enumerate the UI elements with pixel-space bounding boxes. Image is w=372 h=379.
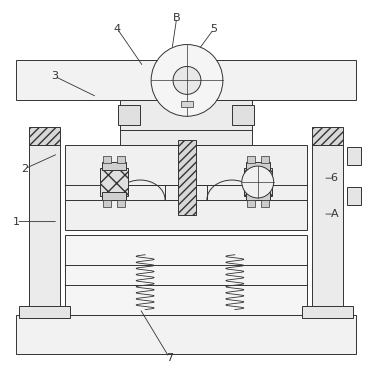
- Bar: [261, 200, 269, 207]
- Bar: [347, 187, 361, 205]
- Text: 2: 2: [21, 164, 28, 174]
- Bar: [16, 61, 356, 100]
- Bar: [120, 100, 252, 145]
- Bar: [100, 168, 128, 196]
- Text: B: B: [173, 13, 180, 23]
- Bar: [65, 235, 307, 315]
- Bar: [347, 147, 361, 165]
- Circle shape: [242, 166, 274, 198]
- Text: 1: 1: [13, 216, 20, 227]
- Bar: [311, 145, 343, 310]
- Circle shape: [151, 45, 223, 116]
- Text: 4: 4: [114, 24, 121, 34]
- Bar: [246, 192, 270, 200]
- Bar: [232, 105, 254, 125]
- Bar: [244, 168, 272, 196]
- Bar: [261, 156, 269, 163]
- Bar: [65, 145, 307, 230]
- Bar: [103, 200, 111, 207]
- Bar: [117, 200, 125, 207]
- Text: 6: 6: [331, 173, 338, 183]
- Bar: [118, 105, 140, 125]
- Bar: [16, 315, 356, 354]
- Text: 7: 7: [166, 352, 173, 363]
- Text: A: A: [330, 209, 338, 219]
- Bar: [181, 101, 193, 107]
- Bar: [103, 156, 111, 163]
- Bar: [311, 127, 343, 145]
- Bar: [246, 162, 270, 170]
- Bar: [102, 162, 126, 170]
- Bar: [102, 192, 126, 200]
- Bar: [29, 145, 61, 310]
- Bar: [247, 156, 255, 163]
- Bar: [302, 305, 353, 318]
- Text: 3: 3: [51, 71, 58, 81]
- Circle shape: [173, 66, 201, 94]
- Bar: [247, 200, 255, 207]
- Bar: [19, 305, 70, 318]
- Text: 5: 5: [210, 24, 217, 34]
- Bar: [29, 127, 61, 145]
- Bar: [178, 140, 196, 215]
- Bar: [117, 156, 125, 163]
